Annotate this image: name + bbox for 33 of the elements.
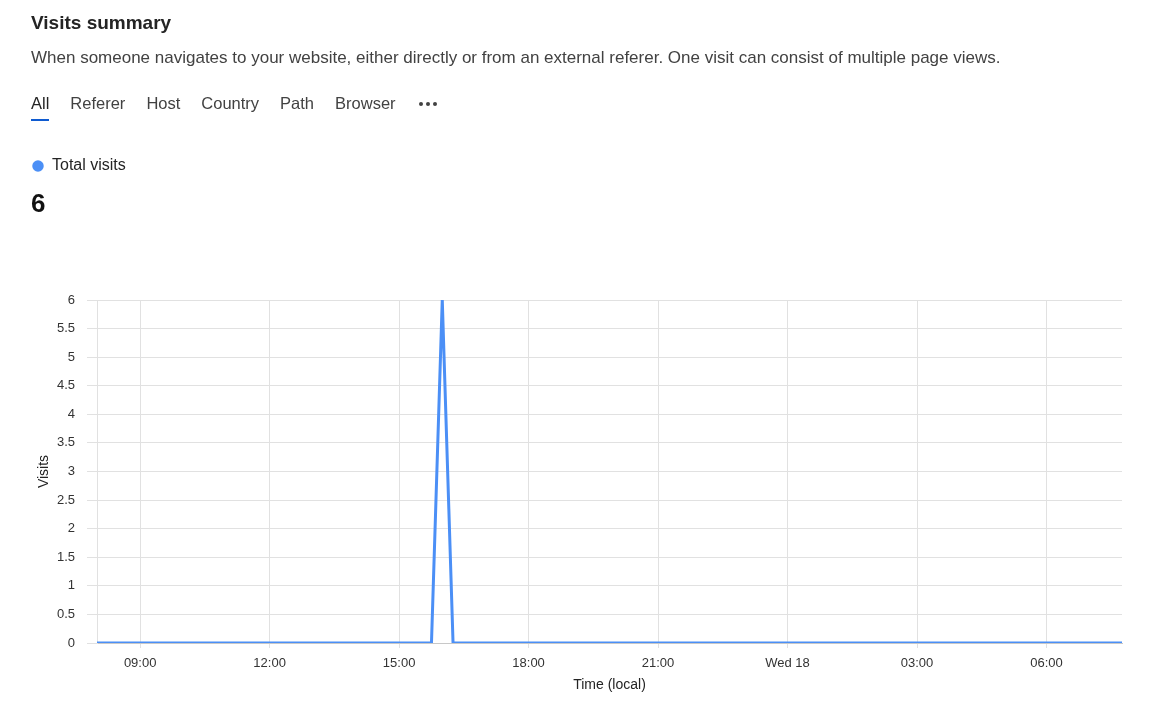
x-tick-label: Wed 18 [765, 655, 810, 671]
y-tick-label: 2.5 [56, 491, 75, 507]
y-tick-label: 2 [67, 520, 75, 536]
x-tick-label: 03:00 [900, 655, 934, 671]
text: Browser [335, 94, 396, 113]
x-tick-label: 15:00 [382, 655, 416, 671]
y-tick-label: 6 [67, 291, 75, 307]
chart-subtitle: When someone navigates to your website, either directly or from an external referer. One visit can consist of multiple page views. [31, 48, 1001, 68]
text: All [31, 94, 50, 113]
y-tick-label: 5.5 [56, 320, 75, 336]
chart-title: Visits summary [31, 12, 172, 34]
x-axis-title: Time (local) [573, 676, 646, 693]
text: Country [201, 94, 260, 113]
y-axis-title: Visits [35, 454, 52, 489]
x-tick-label: 06:00 [1030, 655, 1063, 671]
y-tick-label: 1 [67, 577, 75, 593]
y-tick-label: 4 [67, 405, 75, 421]
legend-label: Total visits [52, 156, 126, 174]
x-tick-label: 12:00 [253, 655, 286, 671]
y-tick-label: 3 [67, 463, 75, 479]
text: Referer [70, 94, 126, 113]
x-tick-label: 09:00 [123, 655, 157, 671]
y-tick-label: 1.5 [56, 548, 75, 564]
text: Path [280, 94, 315, 113]
text: Host [146, 94, 181, 113]
y-tick-label: 5 [67, 348, 75, 364]
y-tick-label: 4.5 [56, 377, 75, 393]
text: 6 [31, 188, 46, 218]
y-tick-label: 0.5 [56, 605, 75, 621]
x-tick-label: 18:00 [512, 655, 545, 671]
x-tick-label: 21:00 [641, 655, 675, 671]
y-tick-label: 3.5 [56, 434, 75, 450]
y-tick-label: 0 [67, 634, 75, 650]
